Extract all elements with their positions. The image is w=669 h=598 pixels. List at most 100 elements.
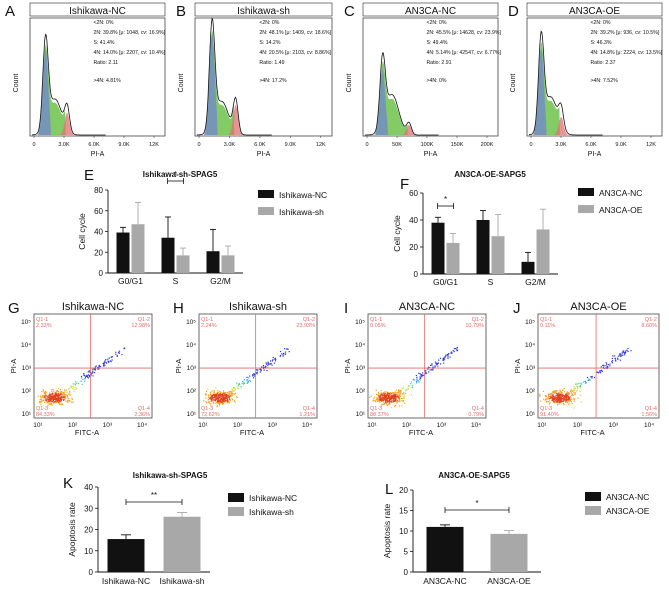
dot-event (44, 393, 46, 395)
quadrant-pct: 2.24% (201, 323, 217, 329)
dot-event (577, 386, 579, 388)
dot-event (388, 401, 391, 403)
dot-event (212, 393, 214, 396)
dot-event (393, 398, 395, 400)
dot-event (213, 392, 215, 394)
dot-event (45, 394, 47, 396)
dot-event (587, 379, 589, 381)
hist-tick-label: 150K (451, 142, 464, 148)
dot-event (64, 391, 66, 393)
dot-event (397, 391, 399, 393)
dot-event (580, 394, 582, 396)
dot-event (390, 400, 393, 402)
dot-event (211, 397, 213, 399)
dot-event (71, 397, 73, 399)
dot-event (384, 394, 386, 396)
dot-event (394, 391, 396, 393)
dot-event (88, 371, 90, 373)
dot-event (586, 376, 589, 379)
category-label: AN3CA-OE (487, 576, 531, 586)
dot-event (44, 392, 46, 394)
dot-event (272, 356, 274, 358)
dot-event (275, 358, 277, 361)
dot-x-tick-label: 10¹ (198, 422, 208, 429)
dot-event (396, 394, 399, 396)
dot-event (573, 389, 576, 391)
dot-event (62, 395, 64, 397)
dot-event (392, 394, 395, 396)
dot-event (558, 392, 560, 394)
dot-event (383, 395, 385, 397)
dot-event (411, 385, 413, 387)
dot-event (560, 400, 562, 402)
dot-event (569, 398, 571, 400)
hist-tick-label: 9.0K (118, 142, 130, 148)
dot-event (552, 399, 554, 401)
dot-event (223, 398, 225, 400)
dot-event (574, 387, 576, 389)
dot-event (612, 360, 614, 362)
dot-event (61, 390, 63, 393)
dot-event (58, 395, 60, 397)
dot-event (263, 369, 265, 371)
dot-event (74, 386, 76, 388)
dot-event (227, 399, 229, 401)
dot-event (557, 393, 559, 395)
dot-event (219, 393, 221, 396)
dot-event (554, 392, 556, 394)
dot-event (118, 352, 120, 354)
dot-event (281, 353, 283, 355)
dot-event (211, 398, 213, 400)
dot-event (571, 403, 573, 405)
dot-event (385, 392, 387, 394)
bar (176, 255, 190, 273)
dot-event (73, 389, 75, 391)
dot-event (624, 352, 626, 355)
dot-event (559, 395, 561, 397)
dot-event (389, 398, 391, 400)
dot-event (70, 385, 72, 387)
bar (491, 236, 505, 274)
dot-event (209, 398, 211, 400)
hist-stat: Ratio: 2.37 (590, 60, 615, 66)
dot-event (210, 397, 212, 399)
dot-event (556, 397, 559, 399)
hist-tick-label: 0 (529, 142, 532, 148)
bar (476, 220, 490, 274)
dot-event (400, 392, 402, 394)
dot-event (94, 369, 96, 371)
dot-event (69, 394, 71, 396)
dot-event (203, 400, 205, 402)
dot-event (284, 353, 286, 355)
dot-event (455, 347, 457, 350)
dot-event (269, 363, 271, 365)
dot-event (238, 385, 240, 387)
dot-event (377, 400, 379, 402)
dot-event (400, 389, 402, 392)
dot-event (425, 371, 427, 374)
quadrant-pct: 1.56% (641, 412, 657, 418)
dot-event (67, 400, 69, 402)
dot-event (389, 392, 391, 394)
dot-event (597, 371, 599, 373)
dot-event (260, 368, 262, 371)
dot-event (55, 391, 57, 394)
dot-event (621, 354, 623, 356)
dot-event (68, 388, 70, 390)
dot-event (58, 403, 61, 405)
dot-event (62, 396, 64, 398)
dot-event (46, 395, 48, 397)
dot-xlabel: FITC-A (240, 428, 264, 437)
dot-event (559, 400, 561, 402)
dot-event (67, 400, 70, 402)
dot-event (64, 396, 66, 398)
dot-title: Ishikawa-sh (229, 301, 287, 313)
hist-tick-label: 0 (197, 142, 200, 148)
dot-event (447, 357, 449, 359)
dot-event (42, 395, 44, 398)
dot-event (585, 382, 587, 384)
dot-event (381, 397, 383, 399)
dot-event (601, 370, 603, 372)
dot-event (61, 394, 63, 396)
dot-event (272, 359, 274, 361)
